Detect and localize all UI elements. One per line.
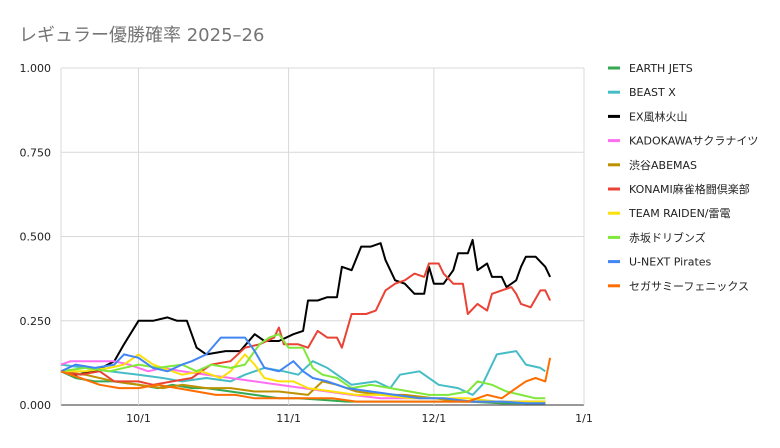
legend-label: U-NEXT Pirates: [629, 256, 712, 269]
y-tick-labels: 0.000 0.250 0.500 0.750 1.000: [20, 62, 52, 412]
legend-label: KADOKAWAサクラナイツ: [629, 135, 758, 148]
legend-label: EARTH JETS: [629, 62, 693, 75]
x-tick-label: 1/1: [575, 412, 593, 425]
series-line: [60, 336, 546, 405]
y-tick-label: 0.500: [20, 231, 52, 244]
legend-label: BEAST X: [629, 86, 676, 99]
y-tick-label: 0.750: [20, 146, 52, 159]
legend-label: EX風林火山: [629, 109, 688, 123]
x-tick-label: 10/1: [126, 412, 151, 425]
legend: EARTH JETS BEAST X EX風林火山 KADOKAWAサクラナイツ渋谷A…: [608, 62, 758, 293]
x-tick-labels: 10/1 11/1 12/1 1/1: [126, 412, 593, 425]
y-tick-label: 1.000: [20, 62, 52, 75]
y-tick-label: 0.250: [20, 315, 52, 328]
series-line: [60, 357, 552, 403]
legend-label: 赤坂ドリブンズ: [629, 230, 706, 244]
x-tick-label: 12/1: [422, 412, 447, 425]
series-lines: [60, 238, 552, 405]
legend-label: KONAMI麻雀格闘倶楽部: [629, 182, 750, 196]
grid-lines: [60, 67, 585, 406]
legend-label: セガサミーフェニックス: [629, 280, 749, 293]
chart-title: レギュラー優勝確率 2025–26: [19, 25, 264, 46]
legend-label: TEAM RAIDEN/雷電: [628, 207, 731, 220]
legend-label: 渋谷ABEMAS: [629, 159, 697, 172]
x-tick-label: 11/1: [276, 412, 301, 425]
y-tick-label: 0.000: [20, 399, 52, 412]
series-line: [60, 238, 552, 376]
